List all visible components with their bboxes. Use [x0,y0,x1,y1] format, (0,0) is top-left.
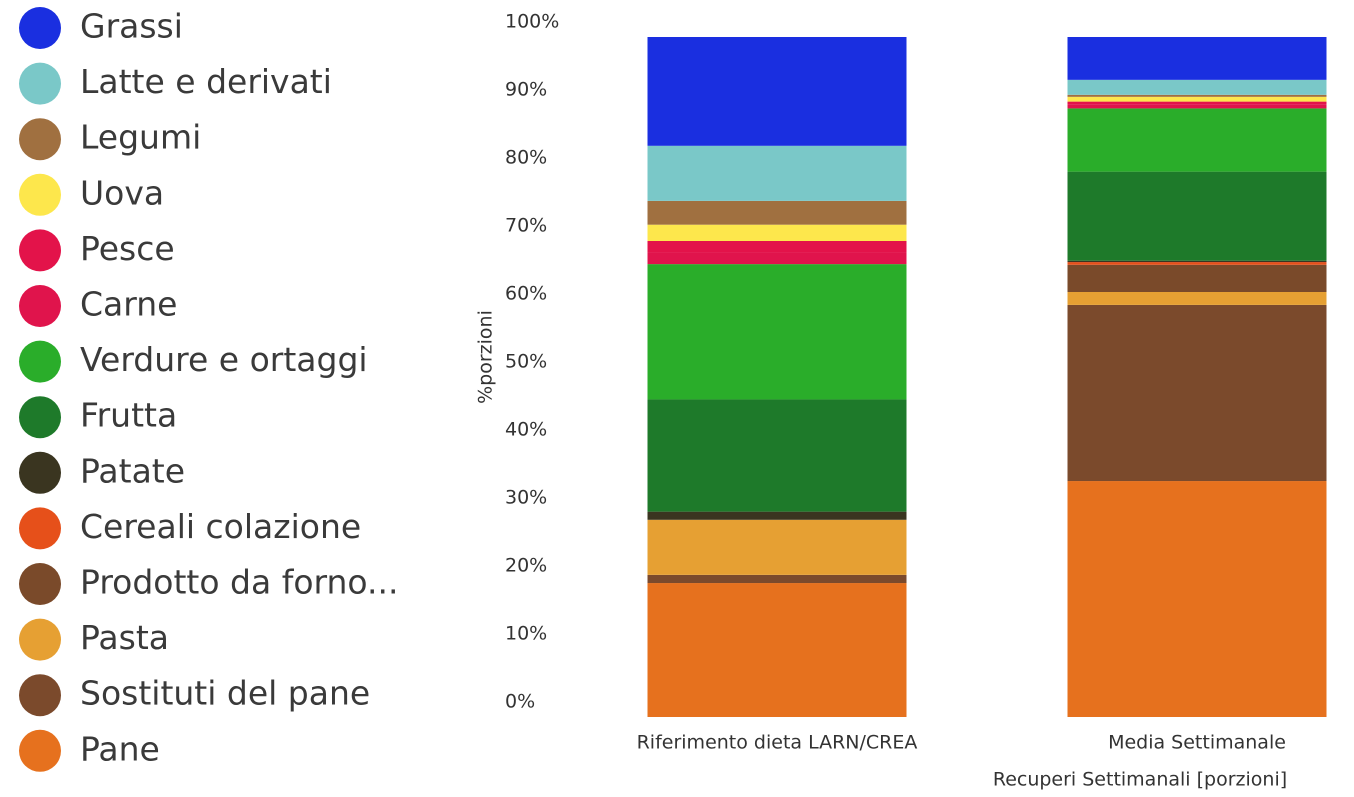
legend-label: Uova [80,173,164,212]
bar-segment [1067,37,1327,80]
legend-label: Pane [80,729,160,768]
bar-segment [1067,96,1327,102]
bar-segment [647,519,907,575]
bar-segment [1067,304,1327,482]
y-tick-label: 90% [505,79,547,101]
y-tick-label: 0% [505,691,535,713]
legend-swatch [19,7,61,49]
y-tick-label: 10% [505,623,547,645]
legend-swatch [19,563,61,605]
legend-label: Legumi [80,118,201,157]
bar-segment [647,583,907,717]
legend-swatch [19,451,61,494]
legend-label: Latte e derivati [80,62,332,101]
y-tick-label: 30% [505,487,547,509]
bar-segment [647,252,907,265]
legend-label: Frutta [80,396,177,435]
legend-swatch [19,62,61,105]
bar-segment [1067,94,1327,97]
y-tick-label: 40% [505,419,547,441]
legend-swatch [19,674,61,717]
legend-label: Verdure e ortaggi [80,340,368,379]
legend-swatch [19,229,61,272]
legend-label: Sostituti del pane [80,674,370,713]
bar-segment [1067,171,1327,261]
bar-segment [647,145,907,201]
y-tick-label: 60% [505,283,547,305]
legend-swatch [19,618,61,661]
y-tick-label: 100% [505,11,559,33]
bar-segment [1067,79,1327,95]
bar-segment [1067,104,1327,109]
legend-swatch [19,729,61,772]
legend-label: Grassi [80,7,183,46]
legend-label: Cereali colazione [80,507,361,546]
x-tick-label: Media Settimanale [1108,732,1286,754]
bar-segment [1067,101,1327,105]
bar-segment [1067,262,1327,265]
y-axis-title: %porzioni [475,310,497,404]
y-tick-label: 70% [505,215,547,237]
y-tick-label: 80% [505,147,547,169]
legend-swatch [19,173,61,216]
bar-segment [647,264,907,400]
legend-label: Prodotto da forno... [80,563,399,602]
y-tick-label: 20% [505,555,547,577]
bar-segment [647,224,907,241]
bar-segment [1067,260,1327,263]
legend-swatch [19,285,61,327]
bar-segment [647,200,907,225]
legend-label: Pesce [80,229,175,268]
legend-swatch [19,507,61,550]
bar-segment [647,399,907,512]
legend-label: Pasta [80,618,169,657]
bar-segment [647,574,907,584]
legend-label: Patate [80,451,185,490]
bar-segment [647,241,907,253]
legend-swatch [19,118,61,161]
bar-segment [1067,264,1327,292]
y-tick-label: 50% [505,351,547,373]
bar-segment [647,37,907,146]
bar-segment [1067,292,1327,305]
bar-segment [1067,108,1327,172]
x-tick-label: Riferimento dieta LARN/CREA [637,732,918,754]
x-axis-title: Recuperi Settimanali [porzioni] [993,769,1287,791]
legend-swatch [19,396,61,439]
legend-swatch [19,340,61,383]
bar-segment [647,511,907,520]
bar-segment [1067,481,1327,717]
legend-label: Carne [80,285,177,324]
